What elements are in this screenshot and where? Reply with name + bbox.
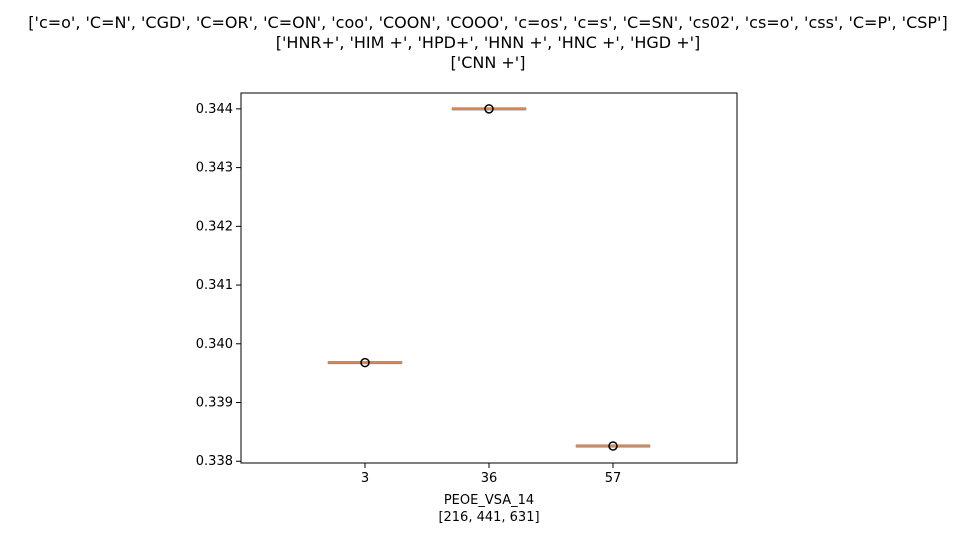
outlier-point — [608, 441, 618, 451]
x-axis-ticks: 3 36 57 — [361, 463, 621, 486]
y-tick-label: 0.344 — [196, 102, 233, 117]
y-axis-ticks: 0.338 0.339 0.340 0.341 0.342 0.343 0.344 — [196, 102, 241, 469]
y-tick-label: 0.340 — [196, 337, 233, 352]
plot-marks — [327, 104, 651, 451]
x-tick-label: 3 — [361, 471, 369, 486]
y-tick-label: 0.338 — [196, 454, 233, 469]
outlier-point — [360, 357, 370, 368]
plot-area-frame — [240, 92, 738, 464]
x-axis-label: PEOE_VSA_14 [216, 441, 631] — [438, 493, 539, 525]
y-tick-label: 0.341 — [196, 278, 233, 293]
title-line-2: ['HNR+', 'HIM +', 'HPD+', 'HNN +', 'HNC … — [276, 33, 700, 52]
x-tick-label: 36 — [481, 471, 498, 486]
chart-title: ['c=o', 'C=N', 'CGD', 'C=OR', 'C=ON', 'c… — [28, 13, 947, 72]
y-tick-label: 0.343 — [196, 161, 233, 176]
x-axis-label-line-2: [216, 441, 631] — [438, 510, 539, 525]
y-tick-label: 0.342 — [196, 219, 233, 234]
title-line-3: ['CNN +'] — [451, 53, 526, 72]
outlier-point — [484, 104, 494, 114]
x-axis-label-line-1: PEOE_VSA_14 — [444, 493, 534, 508]
title-line-1: ['c=o', 'C=N', 'CGD', 'C=OR', 'C=ON', 'c… — [28, 13, 947, 32]
x-tick-label: 57 — [605, 471, 622, 486]
y-tick-label: 0.339 — [196, 396, 233, 411]
